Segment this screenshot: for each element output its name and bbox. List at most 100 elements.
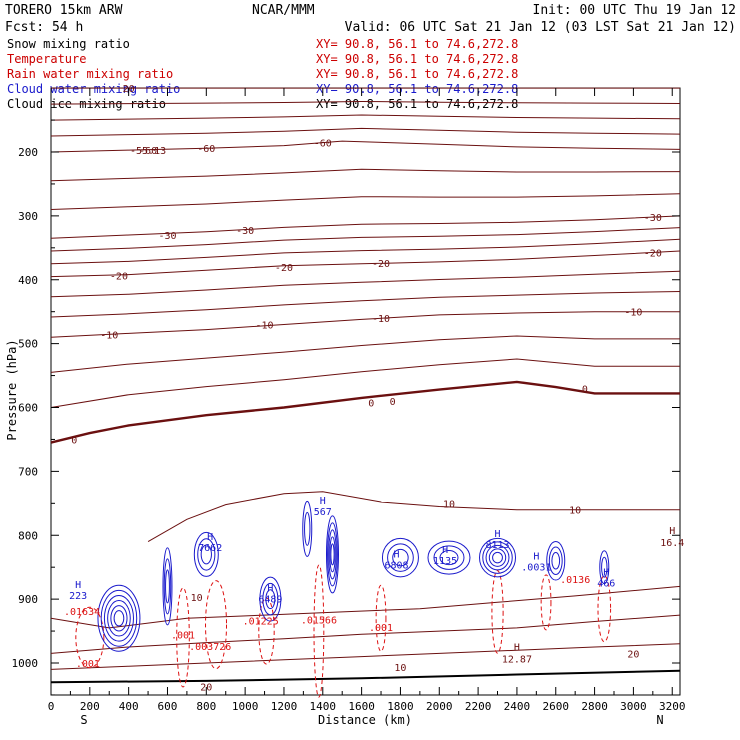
y-tick-label: 400 [18, 274, 38, 287]
legend-xs: XY= 90.8, 56.1 to 74.6,272.8 [316, 37, 518, 51]
isotherm-label: -60 [197, 144, 215, 155]
cloud-contour [485, 544, 510, 571]
isotherm-label: 10 [394, 663, 406, 674]
rain-contour [375, 584, 387, 652]
fcst-label: Fcst: 54 h [5, 20, 83, 35]
cloud-label: 6489 [258, 594, 282, 605]
cloud-contour [329, 536, 336, 573]
cloud-contour [113, 610, 125, 627]
cloud-contour [599, 550, 610, 585]
cloud-contour [163, 558, 172, 615]
cloud-contour [433, 545, 465, 570]
cloud-contour [439, 550, 459, 566]
isotherm-label: -55.13 [130, 146, 166, 157]
y-tick-label: 900 [18, 593, 38, 606]
isotherm-label: -10 [624, 308, 642, 319]
isotherm-10 [147, 491, 680, 543]
temperature-contours [50, 87, 681, 684]
x-tick-label: 800 [196, 700, 216, 713]
cloud-contour [97, 584, 141, 652]
isotherm-label: -30 [158, 231, 176, 242]
isotherm-minor [50, 291, 681, 318]
isotherm-label: 10 [443, 499, 455, 510]
y-tick-label: 800 [18, 529, 38, 542]
y-tick-label: 300 [18, 210, 38, 223]
isotherm-minor [50, 168, 681, 182]
cloud-contour [100, 589, 138, 647]
cloud-contour [601, 556, 608, 578]
legend-label: Cloud water mixing ratio [7, 82, 180, 96]
isotherm--20 [50, 250, 681, 278]
y-tick-label: 700 [18, 465, 38, 478]
x-axis-title: Distance (km) [318, 713, 412, 727]
y-tick-label: 600 [18, 402, 38, 415]
x-tick-label: 200 [80, 700, 100, 713]
y-tick-label: 1000 [12, 657, 39, 670]
north-label: N [656, 713, 663, 727]
cloud-label: 223 [69, 591, 87, 602]
x-tick-label: 3200 [659, 700, 686, 713]
cloud-contour [546, 541, 566, 581]
isotherm-lower [50, 585, 681, 629]
cloud-max-marker: H [603, 567, 609, 578]
isotherm-minor [50, 227, 681, 252]
isotherm-minor [50, 270, 681, 298]
rain-contours [75, 564, 612, 698]
x-tick-label: 3000 [620, 700, 647, 713]
isotherm-label: -60 [314, 138, 332, 149]
cloud-contour [107, 600, 131, 637]
cloud-label: 7662 [198, 543, 222, 554]
isotherm-lower [50, 643, 681, 670]
cloud-contour [427, 540, 471, 575]
rain-label: .001 [76, 659, 100, 670]
cloud-max-marker: H [267, 583, 273, 594]
x-tick-label: 0 [48, 700, 55, 713]
isotherm-minor [50, 127, 681, 137]
isotherm-label: -20 [644, 248, 662, 259]
cloud-label: 567 [314, 507, 332, 518]
cloud-max-marker: H [442, 545, 448, 556]
isotherm--30 [50, 215, 681, 239]
x-tick-label: 2800 [581, 700, 608, 713]
rain-contour [491, 570, 504, 654]
init-label: Init: 00 UTC Thu 19 Jan 12 [533, 3, 737, 18]
max-marker: H [669, 526, 675, 537]
cloud-contour [259, 576, 282, 622]
rain-label: .01225 [243, 617, 279, 628]
x-tick-label: 2200 [465, 700, 492, 713]
isotherm-label: -20 [372, 259, 390, 270]
ground-surface [50, 669, 681, 684]
cloud-contour [392, 548, 409, 567]
rain-label: .01634 [64, 607, 100, 618]
x-tick-label: 2000 [426, 700, 453, 713]
cloud-contour [479, 537, 517, 578]
x-tick-label: 1000 [232, 700, 259, 713]
isotherm-minor [50, 100, 681, 105]
isotherm-label: 0 [582, 384, 588, 395]
max-value: 12.87 [502, 654, 532, 665]
cloud-contour [197, 538, 216, 571]
y-axis-title: Pressure (hPa) [5, 339, 19, 440]
center-label: NCAR/MMM [252, 3, 315, 18]
cloud-label: 8113 [485, 540, 509, 551]
south-label: S [80, 713, 87, 727]
rain-contour [258, 597, 275, 665]
cloud-contour [387, 543, 414, 572]
model-title: TORERO 15km ARW [5, 3, 123, 18]
rain-label: .003726 [189, 642, 231, 653]
isotherm-label: 0 [368, 398, 374, 409]
cloud-contour [162, 547, 173, 626]
legend-label: Temperature [7, 52, 86, 66]
cloud-contour [330, 543, 335, 566]
isotherm-label: -20 [110, 271, 128, 282]
cloud-contour [492, 551, 503, 564]
x-tick-label: 1200 [271, 700, 298, 713]
cloud-label: 1135 [433, 556, 457, 567]
isotherm-label: -10 [372, 314, 390, 325]
isotherm-label: 10 [569, 506, 581, 517]
legend-label: Rain water mixing ratio [7, 67, 173, 81]
isotherm-label: -10 [256, 320, 274, 331]
rain-contour [75, 606, 105, 669]
axes: 0 200 400 600 800 1000 1200 1400 1600 1800 2000 220… [5, 88, 685, 727]
